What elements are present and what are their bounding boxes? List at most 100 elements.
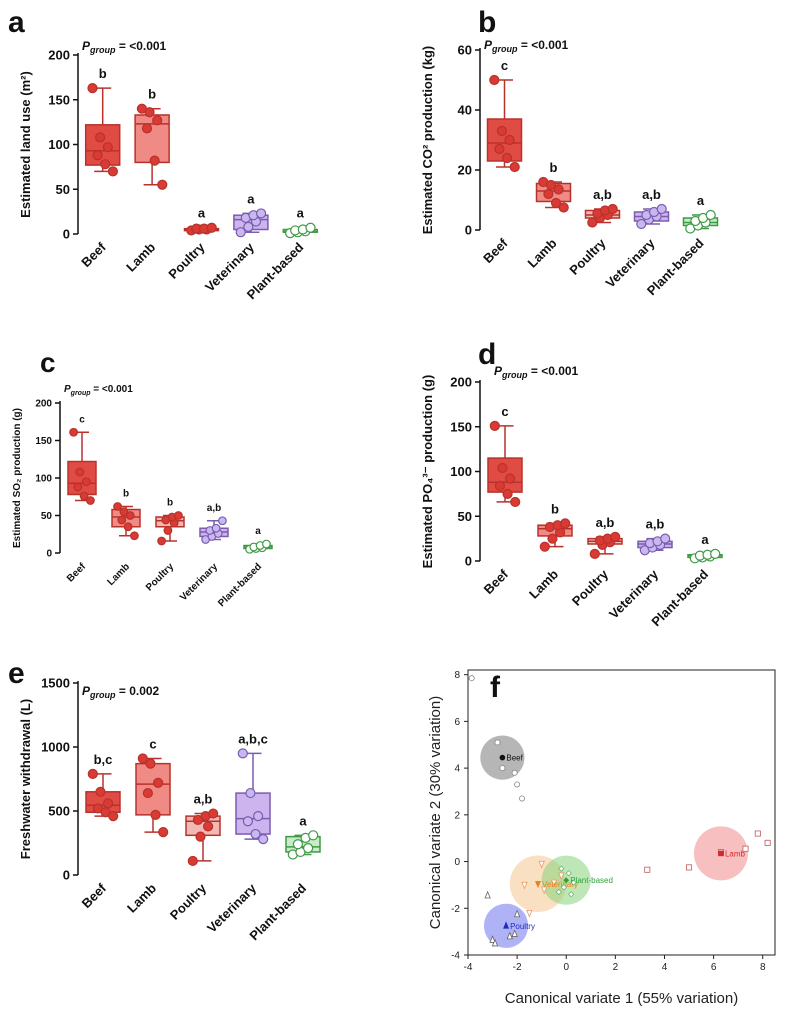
- chart-panel-f: f -4 -2 0 2 4 6 8 -4 -2 0 2 4 6 8 Canonical variate 1 (…: [400, 655, 800, 1024]
- y-tick-label: 0: [63, 227, 70, 242]
- x-category-label: Poultry: [566, 235, 609, 278]
- significance-letter: b: [550, 160, 558, 175]
- data-point: [547, 533, 558, 544]
- data-point: [125, 511, 135, 520]
- y-tick-label: -4: [451, 951, 460, 962]
- data-point: [173, 511, 183, 520]
- data-point: [305, 222, 316, 233]
- scatter-point: [494, 739, 501, 746]
- box-iqr: [487, 457, 523, 493]
- significance-letter: a: [247, 191, 255, 206]
- panel-letter: d: [478, 340, 496, 371]
- significance-letter: c: [149, 737, 156, 752]
- data-point: [553, 184, 564, 195]
- data-point: [253, 811, 264, 822]
- data-point: [308, 830, 319, 841]
- scatter-point: [565, 870, 572, 877]
- data-point: [123, 522, 133, 532]
- p-group-label: Pgroup = <0.001: [64, 384, 133, 397]
- data-point: [636, 218, 647, 230]
- data-point: [129, 531, 139, 541]
- chart-panel-b: b Pgroup = <0.001 0 20 40 60 Estimated CO² pro…: [400, 0, 800, 330]
- box-poultry: [155, 511, 185, 546]
- points-beef: Beef: [468, 675, 526, 802]
- y-tick-label: 200: [450, 375, 472, 390]
- box-plot-land-use: a Pgroup = <0.001 0 50 100 150 200 Estimated la…: [8, 6, 319, 302]
- data-point: [656, 203, 667, 215]
- y-tick-label: 40: [458, 103, 472, 118]
- significance-letter: c: [501, 58, 508, 73]
- y-tick-label: 200: [48, 48, 70, 63]
- scatter-point: [764, 839, 771, 846]
- scatter-point: [499, 765, 506, 772]
- significance-letter: b: [123, 489, 129, 500]
- data-point: [119, 507, 129, 517]
- data-point: [79, 491, 89, 501]
- box-veterinary: [199, 516, 229, 544]
- significance-letter: b: [551, 501, 559, 516]
- box-veterinary: [235, 748, 271, 845]
- points-plant-based: Plant-based: [555, 865, 613, 898]
- y-tick-label: 1500: [41, 676, 70, 691]
- group-label: Beef: [506, 754, 523, 763]
- box-poultry: [185, 808, 221, 867]
- data-point: [243, 221, 254, 232]
- data-point: [558, 202, 569, 213]
- x-tick-label: 2: [613, 962, 619, 973]
- plot-frame: [467, 669, 776, 956]
- scatter-point: [540, 886, 548, 895]
- chart-panel-e: e Pgroup = 0.002 0 500 1000 1500 Freshwater wi…: [0, 655, 400, 1024]
- significance-letter: c: [79, 414, 85, 425]
- significance-letter: a: [255, 526, 261, 537]
- significance-letter: a,b: [593, 187, 612, 202]
- significance-letter: b,c: [94, 752, 113, 767]
- scatter-point: [514, 781, 521, 788]
- data-point: [494, 480, 506, 491]
- y-tick-label: 20: [458, 163, 472, 178]
- x-category-label: Beef: [481, 566, 512, 597]
- y-tick-label: 6: [454, 717, 460, 728]
- data-point: [144, 107, 155, 118]
- scatter-point: [519, 795, 526, 802]
- y-tick-label: 100: [35, 474, 52, 485]
- data-point: [545, 179, 557, 191]
- y-tick-label: 100: [48, 137, 70, 152]
- significance-letter: a,b: [194, 792, 213, 807]
- data-point: [560, 518, 571, 529]
- data-point: [217, 516, 227, 526]
- box-iqr: [84, 124, 121, 166]
- data-point: [149, 155, 160, 166]
- data-point: [303, 843, 314, 854]
- data-point: [510, 496, 521, 508]
- data-point: [610, 531, 621, 542]
- box-beef: [67, 427, 97, 505]
- p-group-label: Pgroup = <0.001: [494, 364, 579, 380]
- y-tick-label: 100: [450, 464, 472, 479]
- data-point: [102, 798, 114, 809]
- data-point: [73, 482, 83, 492]
- data-point: [75, 467, 85, 477]
- data-point: [141, 123, 153, 134]
- data-point: [710, 548, 721, 559]
- data-point: [292, 839, 303, 850]
- box-lamb: [134, 103, 170, 190]
- box-plant-based: [682, 209, 719, 234]
- data-point: [607, 203, 618, 215]
- chart-panel-d: d Pgroup = <0.001 0 50 100 150 200 Estimated PO…: [400, 338, 800, 640]
- y-axis-label: Estimated CO² production (kg): [420, 46, 435, 235]
- scatter-point: [513, 909, 521, 918]
- y-tick-label: 2: [454, 810, 460, 821]
- data-point: [504, 134, 515, 146]
- box-veterinary: [633, 203, 670, 230]
- data-point: [152, 115, 163, 126]
- points-poultry: Poultry: [484, 890, 535, 947]
- box-iqr: [135, 762, 171, 816]
- scatter-point: [534, 880, 541, 889]
- y-tick-label: 150: [35, 436, 52, 447]
- x-tick-label: 8: [760, 962, 766, 973]
- x-category-label: Lamb: [123, 239, 158, 274]
- data-point: [145, 758, 156, 769]
- x-category-label: Poultry: [165, 239, 208, 282]
- significance-letter: a: [299, 813, 307, 828]
